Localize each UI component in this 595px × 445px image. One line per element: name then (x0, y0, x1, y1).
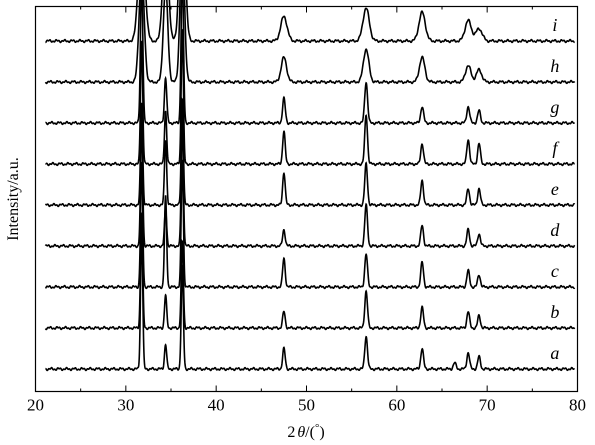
x-tick-label: 40 (208, 396, 225, 415)
series-line-c (44, 159, 576, 290)
y-axis-label: Intensity/a.u. (5, 157, 22, 241)
x-axis-ticks (35, 6, 578, 392)
series-line-e (44, 97, 576, 208)
series-label-e: e (551, 179, 559, 199)
x-axis-label: 2 θ/(°) (287, 422, 324, 441)
series-label-c: c (551, 261, 559, 281)
series-label-i: i (552, 15, 557, 35)
series-label-h: h (550, 56, 559, 76)
plot-frame (34, 5, 579, 393)
series-labels: a b c d e f g h i (550, 15, 560, 363)
series-label-b: b (550, 302, 559, 322)
series-line-a (45, 229, 575, 372)
series-traces (44, 0, 576, 372)
x-tick-label: 60 (388, 396, 405, 415)
x-tick-label: 80 (569, 396, 586, 415)
series-line-d (44, 118, 576, 249)
series-line-h (44, 0, 576, 85)
x-tick-label: 50 (298, 396, 315, 415)
series-line-i (45, 0, 575, 44)
x-axis-tick-labels: 20 30 40 50 60 70 80 (27, 396, 586, 415)
x-tick-label: 20 (27, 396, 44, 415)
series-line-g (45, 0, 575, 126)
series-label-g: g (550, 97, 559, 117)
series-line-b (44, 211, 576, 331)
series-line-f (45, 28, 575, 167)
x-tick-label: 30 (117, 396, 134, 415)
series-label-d: d (550, 220, 560, 240)
x-tick-label: 70 (479, 396, 496, 415)
series-label-f: f (552, 138, 560, 158)
series-label-a: a (550, 343, 559, 363)
